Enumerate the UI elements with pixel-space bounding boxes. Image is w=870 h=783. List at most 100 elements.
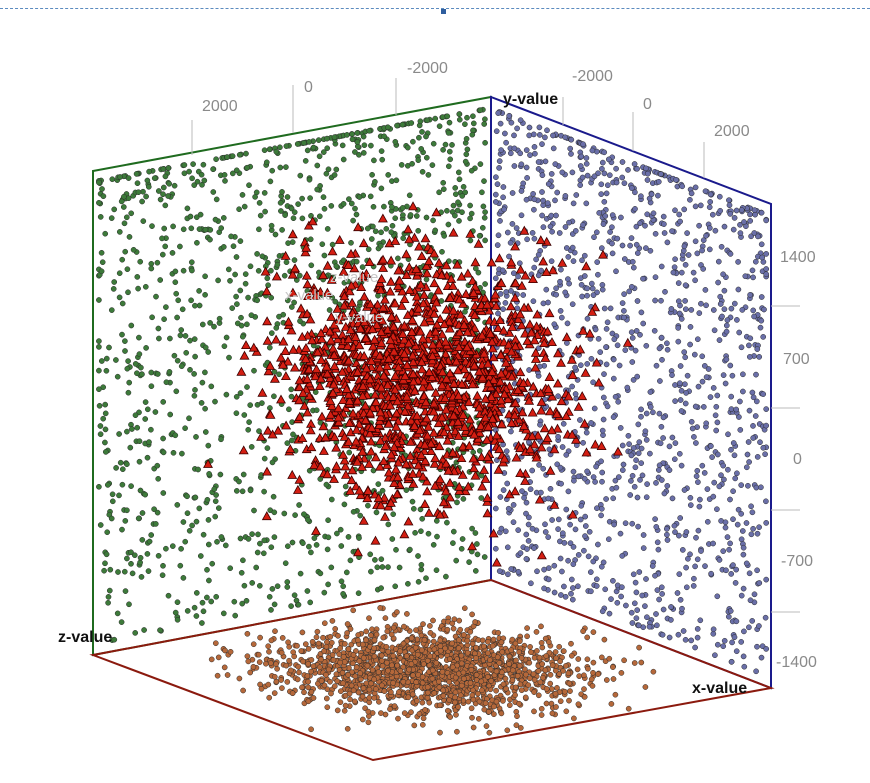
projection-point [139, 537, 146, 543]
projection-point [110, 286, 117, 292]
projection-point [700, 266, 707, 272]
projection-point [503, 685, 510, 692]
projection-point [642, 428, 649, 435]
projection-point [523, 499, 530, 506]
projection-point [98, 249, 105, 256]
projection-point [266, 593, 273, 600]
projection-point [724, 317, 731, 323]
projection-point [237, 287, 244, 294]
projection-point [725, 613, 732, 620]
projection-point [628, 283, 635, 290]
projection-point [445, 130, 452, 136]
projection-point [174, 357, 181, 364]
projection-point [136, 438, 143, 445]
projection-point [517, 150, 524, 157]
projection-point [668, 604, 674, 610]
projection-point [269, 586, 276, 592]
projection-point [751, 313, 757, 320]
projection-point [714, 419, 721, 426]
projection-point [320, 634, 326, 641]
projection-point [125, 175, 132, 181]
projection-point [606, 655, 613, 662]
projection-point [243, 150, 249, 157]
projection-point [504, 544, 511, 551]
projection-point [96, 297, 102, 303]
projection-point [452, 212, 458, 219]
projection-point [604, 319, 611, 326]
resize-handle[interactable] [441, 9, 446, 14]
projection-point [694, 634, 701, 641]
projection-point [492, 191, 499, 198]
projection-point [470, 724, 477, 731]
projection-point [233, 293, 239, 300]
projection-point [241, 412, 248, 418]
projection-point [566, 680, 573, 687]
projection-point [760, 444, 767, 451]
projection-point [445, 163, 452, 170]
projection-point [180, 575, 187, 581]
projection-point [535, 159, 542, 165]
projection-point [223, 334, 230, 341]
projection-point [756, 623, 762, 629]
projection-point [456, 176, 463, 183]
projection-point [691, 351, 698, 358]
projection-point [538, 712, 545, 718]
projection-point [136, 351, 143, 357]
projection-point [582, 513, 589, 520]
projection-point [336, 651, 343, 658]
projection-point [510, 502, 517, 508]
projection-point [629, 359, 636, 365]
projection-point [333, 166, 340, 173]
projection-point [189, 175, 195, 182]
projection-point [538, 623, 544, 630]
projection-point [268, 267, 274, 274]
projection-point [500, 306, 506, 312]
projection-point [719, 313, 725, 320]
projection-point [493, 698, 500, 705]
projection-point [542, 158, 549, 165]
projection-point [581, 273, 588, 279]
projection-point [733, 406, 740, 413]
projection-point [496, 659, 503, 666]
projection-point [260, 550, 267, 557]
projection-point [630, 264, 637, 271]
projection-point [638, 445, 645, 452]
projection-point [694, 336, 701, 343]
projection-point [662, 288, 668, 295]
projection-point [266, 694, 273, 701]
projection-point [160, 166, 167, 172]
projection-point [427, 629, 434, 636]
projection-point [261, 455, 268, 462]
projection-point [429, 162, 436, 168]
projection-point [119, 331, 125, 338]
projection-point [463, 151, 470, 158]
projection-point [560, 420, 567, 427]
projection-point [710, 626, 717, 633]
projection-point [366, 127, 373, 134]
projection-point [102, 410, 109, 417]
projection-point [198, 171, 205, 178]
projection-point [423, 214, 430, 221]
projection-point [495, 110, 502, 116]
projection-point [356, 535, 362, 541]
projection-point [711, 327, 718, 334]
data-point-triangle [462, 268, 473, 278]
projection-point [489, 643, 496, 649]
projection-point [652, 230, 659, 237]
projection-point [590, 474, 597, 480]
projection-point [568, 640, 574, 647]
projection-point [668, 306, 675, 312]
projection-point [325, 534, 332, 541]
projection-point [127, 444, 134, 451]
projection-point [545, 299, 551, 306]
projection-point [272, 231, 279, 238]
projection-point [242, 271, 249, 277]
projection-point [349, 131, 355, 137]
projection-point [501, 206, 507, 213]
projection-point [189, 267, 195, 274]
data-point-triangle [419, 499, 430, 509]
projection-point [412, 529, 418, 536]
projection-point [519, 488, 525, 494]
projection-point [227, 565, 234, 572]
projection-point [664, 239, 671, 246]
